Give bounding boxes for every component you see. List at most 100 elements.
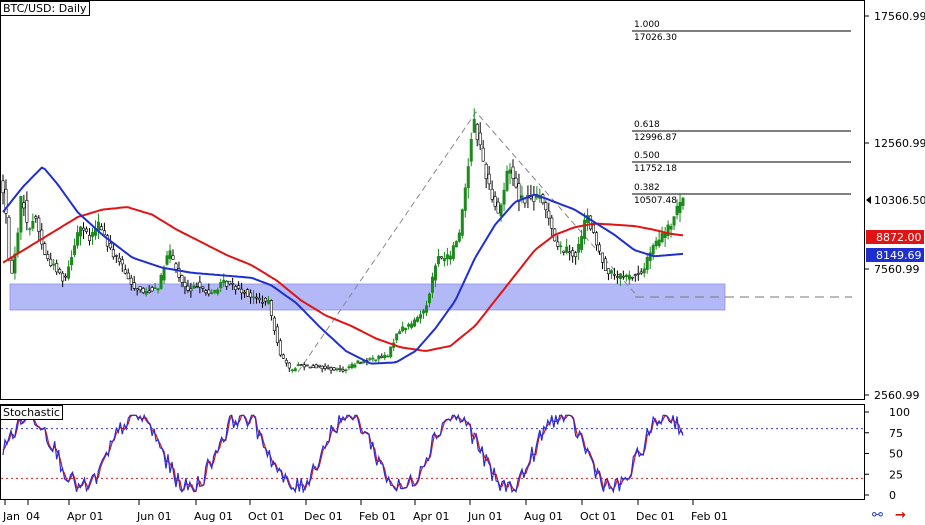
candle-body	[565, 246, 569, 253]
candle-body	[660, 233, 664, 243]
candle-body	[34, 216, 38, 219]
candle-body	[636, 273, 640, 275]
stochastic-axis-label: 0	[889, 489, 896, 502]
candle-body	[592, 224, 596, 233]
time-axis-label: Feb 01	[691, 510, 728, 523]
candle-body	[171, 255, 175, 260]
candle-body	[240, 288, 244, 294]
candle-body	[108, 243, 112, 249]
fib-ratio-label: 1.000	[634, 20, 660, 30]
candle-body	[299, 364, 303, 366]
candle-body	[463, 187, 467, 211]
candle-body	[228, 280, 232, 285]
stochastic-axis-label: 50	[889, 448, 903, 461]
candle-body	[427, 293, 431, 304]
candle-body	[249, 292, 253, 298]
stochastic-label: Stochastic	[0, 405, 63, 420]
candle-body	[4, 188, 8, 214]
symbol-label: BTC/USD: Daily	[0, 1, 90, 16]
candle-body	[419, 314, 423, 319]
candle-body	[150, 287, 154, 292]
candle-body	[287, 362, 291, 369]
candle-body	[183, 281, 187, 288]
candle-body	[144, 291, 148, 295]
candle-body	[416, 317, 420, 322]
candle-body	[562, 250, 566, 253]
candle-body	[556, 241, 560, 247]
candle-body	[275, 326, 279, 343]
candle-body	[323, 365, 327, 369]
candle-body	[624, 274, 628, 278]
candle-body	[633, 274, 637, 276]
candle-body	[669, 226, 673, 230]
candle-body	[496, 201, 500, 214]
candle-body	[577, 244, 581, 253]
candle-body	[40, 229, 44, 245]
candle-body	[353, 364, 357, 368]
candle-body	[198, 281, 202, 288]
candle-body	[583, 219, 587, 239]
current-price-marker-icon	[866, 196, 871, 204]
candle-body	[311, 365, 315, 368]
candle-body	[114, 255, 118, 257]
candle-body	[377, 355, 381, 360]
candle-body	[58, 269, 62, 274]
candle-body	[341, 369, 345, 372]
stochastic-axis-label: 25	[889, 468, 903, 481]
candle-body	[156, 288, 160, 291]
candle-body	[61, 272, 65, 282]
candle-body	[168, 250, 172, 259]
fib-price-label: 10507.48	[634, 196, 677, 206]
candle-body	[475, 124, 479, 141]
candle-body	[255, 296, 259, 299]
candle-body	[571, 250, 575, 257]
candle-body	[111, 249, 115, 258]
candle-body	[201, 286, 205, 289]
candle-body	[383, 354, 387, 359]
candle-body	[359, 362, 363, 365]
candle-body	[595, 232, 599, 246]
candle-body	[442, 257, 446, 262]
candle-body	[389, 346, 393, 357]
candle-body	[320, 365, 324, 370]
candle-body	[132, 282, 136, 289]
candle-body	[317, 364, 321, 367]
time-axis-label: Oct 01	[248, 510, 285, 523]
candle-body	[380, 355, 384, 358]
candle-body	[55, 263, 59, 273]
chain-link-icon[interactable]: ⚯	[872, 508, 883, 523]
candle-body	[627, 274, 631, 280]
candle-body	[302, 364, 306, 368]
time-axis-label: Aug 01	[194, 510, 233, 523]
candle-body	[82, 227, 86, 231]
candle-body	[517, 183, 521, 202]
candle-body	[520, 195, 524, 199]
candle-body	[10, 259, 14, 274]
fast-moving-average-line	[2, 166, 684, 365]
candle-body	[135, 288, 139, 291]
price-axis-label: 17560.99	[874, 10, 925, 23]
fib-ratio-label: 0.382	[634, 183, 660, 193]
candle-body	[284, 359, 288, 364]
candle-body	[395, 333, 399, 341]
candle-body	[350, 363, 354, 369]
candle-body	[246, 289, 250, 297]
time-axis-label: Dec 01	[636, 510, 675, 523]
candle-body	[37, 217, 41, 232]
candle-body	[180, 275, 184, 283]
red-arrow-icon[interactable]: →	[895, 508, 906, 523]
candle-body	[645, 257, 649, 270]
time-axis-label: Aug 01	[524, 510, 563, 523]
candle-body	[19, 196, 23, 233]
candle-body	[1, 180, 5, 194]
candle-body	[31, 221, 35, 229]
candle-body	[13, 253, 17, 274]
candle-body	[308, 366, 312, 369]
candle-body	[216, 289, 220, 294]
candle-body	[430, 276, 434, 293]
candle-body	[186, 285, 190, 291]
time-axis-label: Jan	[2, 510, 20, 523]
candle-body	[642, 268, 646, 274]
candle-body	[266, 300, 270, 304]
candle-body	[67, 266, 71, 279]
